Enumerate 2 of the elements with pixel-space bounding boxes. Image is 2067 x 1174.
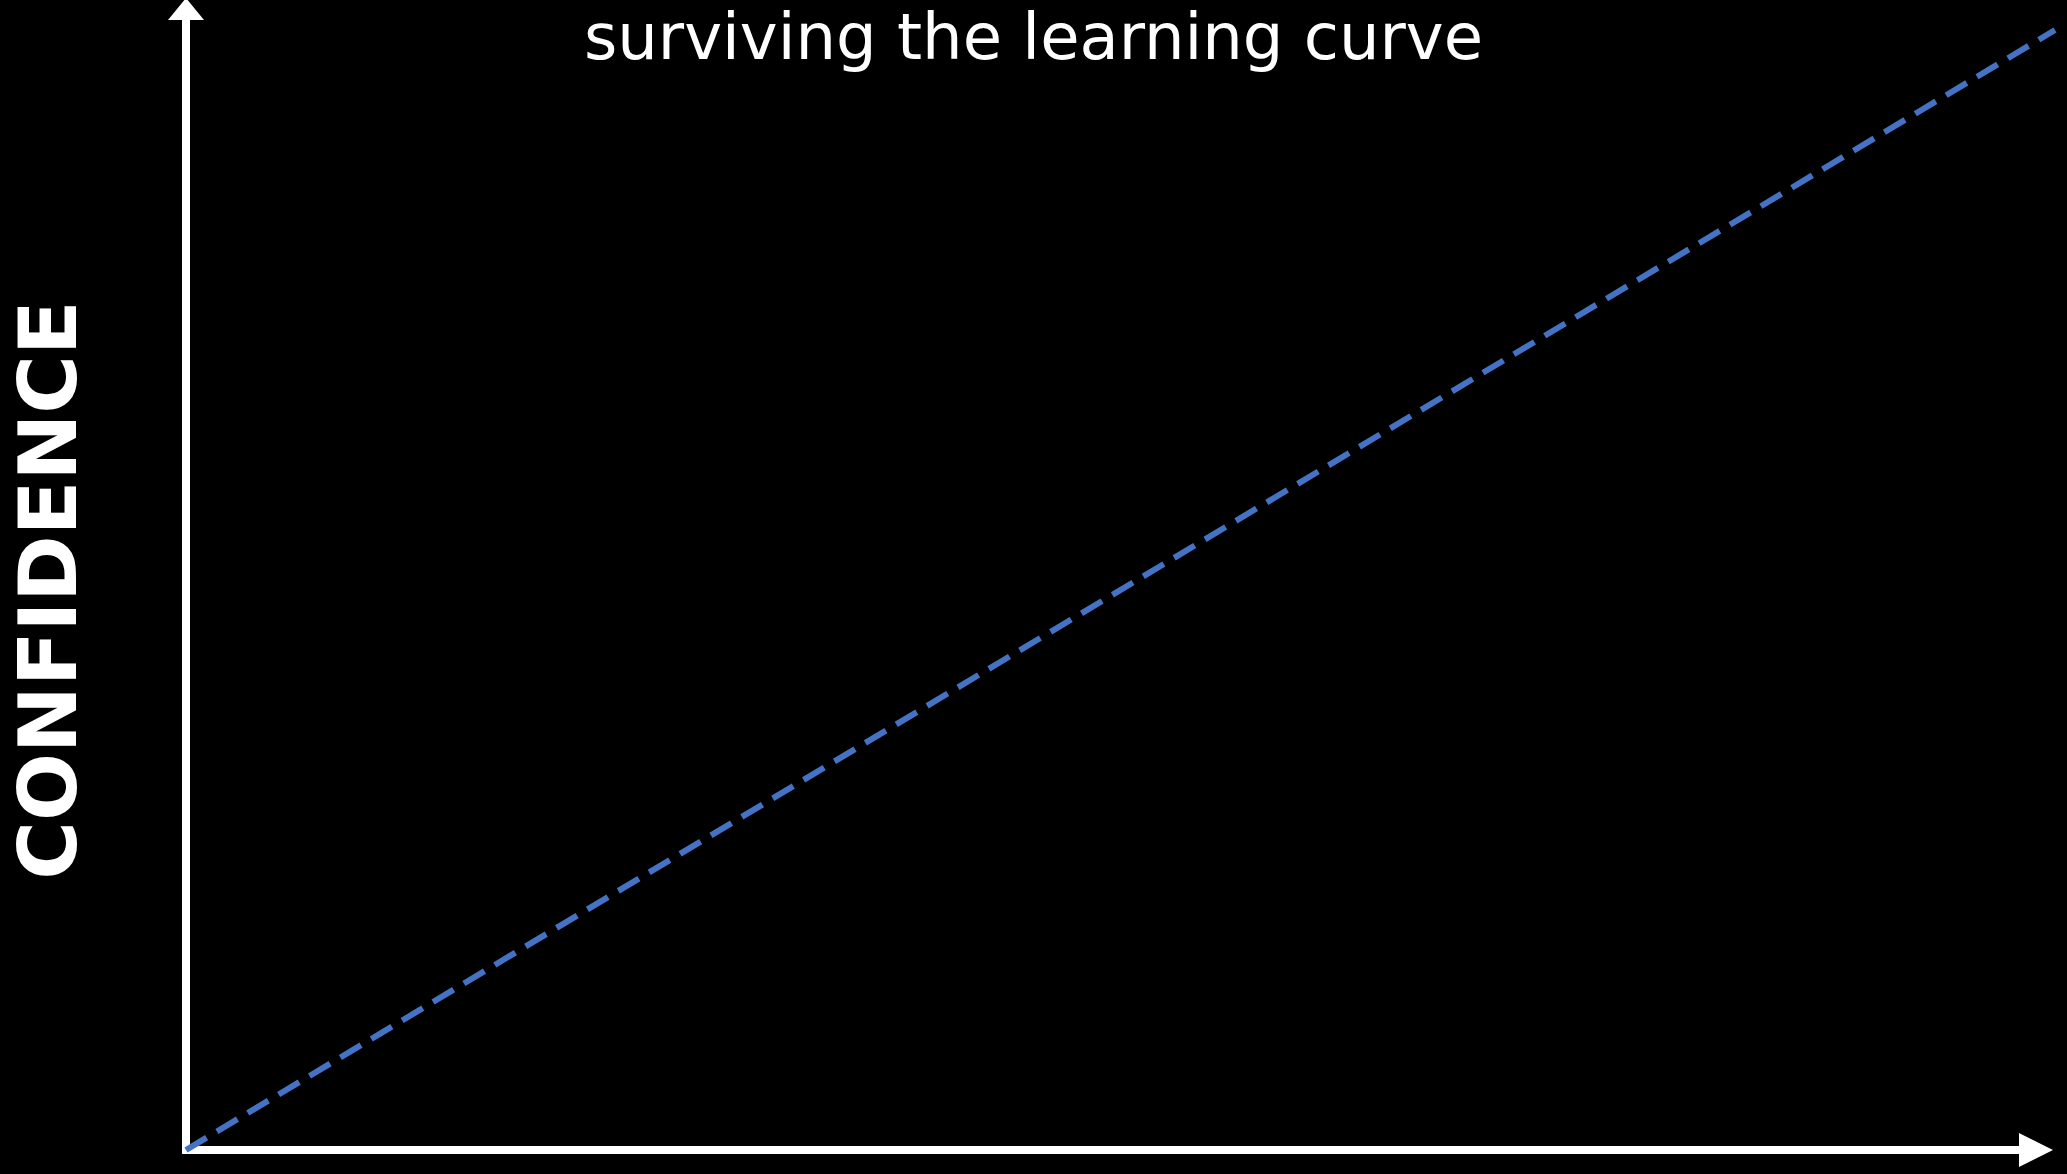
- chart-title: surviving the learning curve: [583, 0, 1484, 74]
- y-axis-title: CONFIDENCE: [1, 300, 95, 880]
